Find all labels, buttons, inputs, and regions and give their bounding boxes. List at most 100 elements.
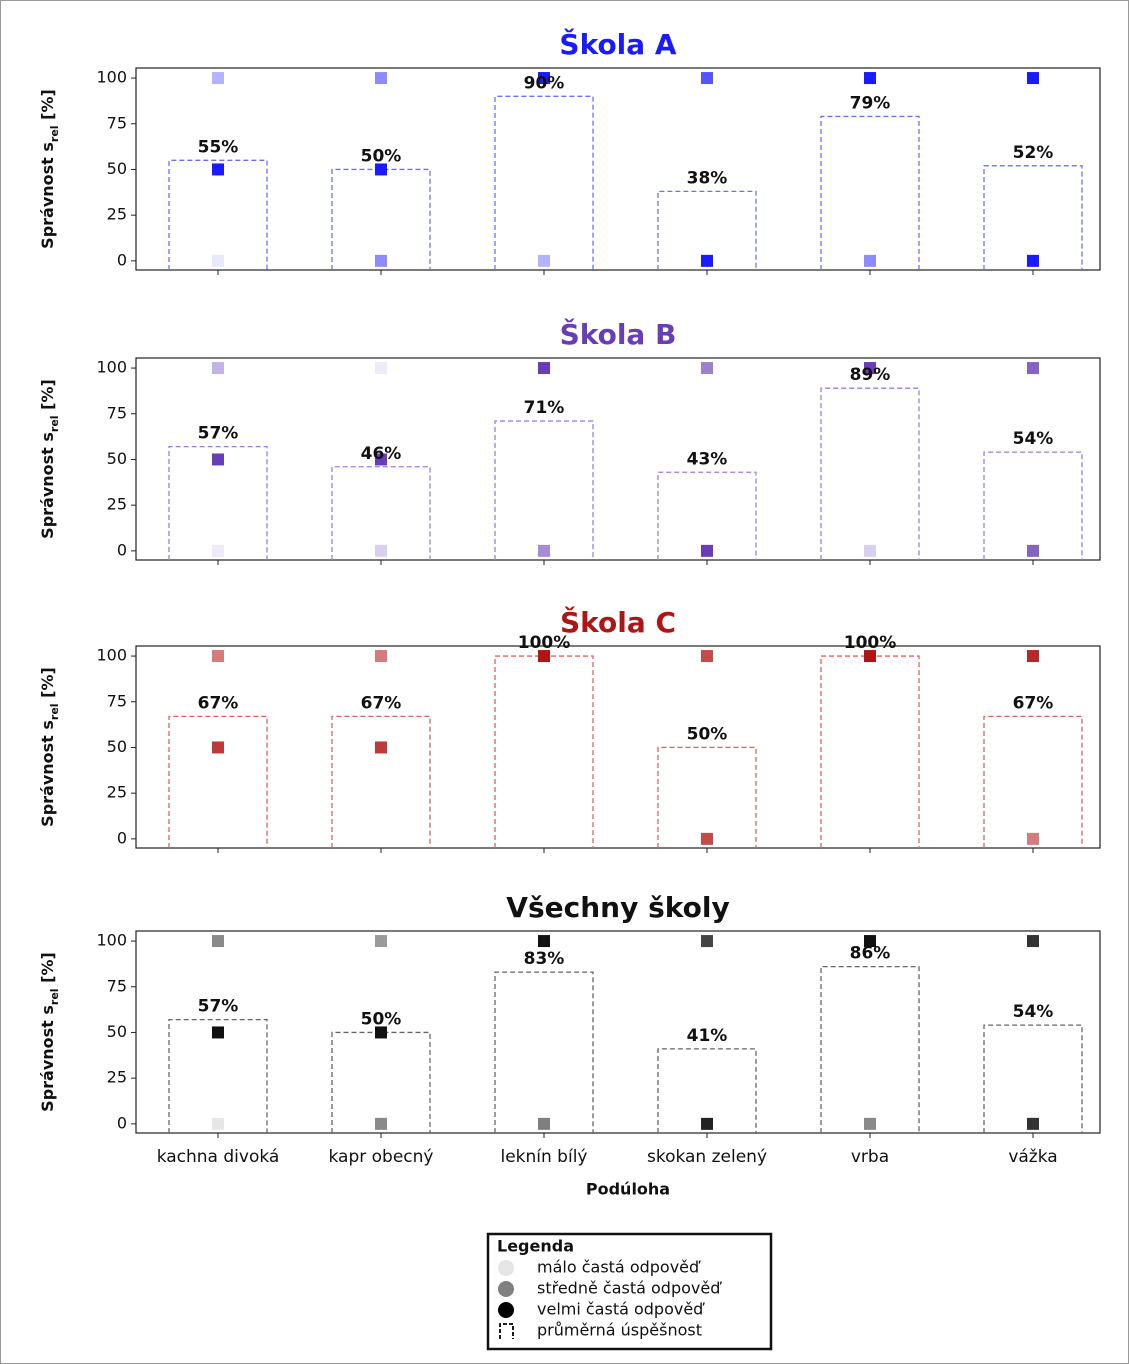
answer-point: [212, 362, 224, 375]
answer-point: [864, 72, 876, 85]
bar: [331, 168, 431, 270]
bar: [168, 715, 268, 848]
answer-point: [1027, 832, 1039, 845]
y-axis-label-part: [%]: [38, 667, 57, 703]
answer-point: [701, 254, 713, 267]
answer-point: [375, 72, 387, 85]
y-tick-label: 100: [96, 931, 127, 950]
answer-point: [375, 935, 387, 948]
y-tick-label: 25: [107, 495, 127, 514]
bar: [820, 115, 920, 270]
bar: [983, 1024, 1083, 1133]
value-label: 83%: [524, 949, 565, 969]
answer-point: [212, 72, 224, 85]
y-axis-label-part: rel: [48, 988, 61, 1005]
answer-point: [375, 453, 387, 466]
x-tick-label: kapr obecný: [329, 1147, 434, 1167]
y-axis-label-part: Správnost s: [38, 142, 57, 249]
answer-point: [212, 741, 224, 754]
bar: [657, 746, 757, 848]
answer-point: [375, 544, 387, 557]
bar: [331, 715, 431, 848]
answer-point: [864, 544, 876, 557]
answer-point: [864, 362, 876, 375]
answer-point: [375, 254, 387, 267]
bar: [983, 451, 1083, 560]
chart-title: Škola A: [559, 27, 677, 61]
answer-point: [701, 72, 713, 85]
y-tick-label: 50: [107, 449, 127, 468]
answer-point: [864, 935, 876, 948]
y-tick-label: 50: [107, 159, 127, 178]
answer-point: [375, 362, 387, 375]
y-tick-label: 0: [117, 1113, 127, 1132]
answer-point: [701, 832, 713, 845]
answer-point: [1027, 650, 1039, 663]
chart-title: Škola C: [560, 605, 676, 639]
x-tick-label: skokan zelený: [647, 1147, 767, 1167]
value-label: 54%: [1013, 429, 1054, 449]
answer-point: [538, 544, 550, 557]
value-label: 38%: [687, 168, 728, 188]
value-label: 54%: [1013, 1002, 1054, 1022]
answer-point: [1027, 362, 1039, 375]
answer-point: [212, 1117, 224, 1130]
answer-point: [375, 650, 387, 663]
answer-point: [212, 453, 224, 466]
legend-marker: [498, 1281, 514, 1297]
bar: [168, 446, 268, 560]
value-label: 50%: [687, 724, 728, 744]
y-tick-label: 25: [107, 1068, 127, 1087]
bar: [494, 420, 594, 560]
bar: [820, 387, 920, 560]
answer-point: [538, 362, 550, 375]
y-tick-label: 50: [107, 737, 127, 756]
y-axis-label-part: Správnost s: [38, 1005, 57, 1112]
answer-point: [212, 163, 224, 176]
value-label: 100%: [844, 633, 897, 653]
answer-point: [375, 163, 387, 176]
answer-point: [538, 72, 550, 85]
chart-title: Všechny školy: [506, 891, 729, 924]
value-label: 86%: [850, 944, 891, 964]
y-tick-label: 0: [117, 540, 127, 559]
value-label: 43%: [687, 449, 728, 469]
answer-point: [212, 544, 224, 557]
value-label: 50%: [361, 146, 402, 166]
x-tick-label: kachna divoká: [157, 1147, 280, 1167]
bar: [983, 165, 1083, 270]
bar: [657, 1048, 757, 1133]
value-label: 46%: [361, 444, 402, 464]
x-tick-label: vrba: [851, 1147, 889, 1167]
answer-point: [1027, 72, 1039, 85]
bar: [820, 965, 920, 1133]
answer-point: [1027, 254, 1039, 267]
y-axis-label-part: Správnost s: [38, 720, 57, 827]
bar: [983, 715, 1083, 848]
answer-point: [701, 650, 713, 663]
legend-marker: [498, 1260, 514, 1276]
legend-label: velmi častá odpověď: [537, 1300, 705, 1319]
answer-point: [701, 1117, 713, 1130]
answer-point: [212, 650, 224, 663]
y-tick-label: 75: [107, 113, 127, 132]
y-tick-label: 100: [96, 646, 127, 665]
y-axis-label-part: rel: [48, 703, 61, 720]
y-tick-label: 100: [96, 358, 127, 377]
value-label: 41%: [687, 1026, 728, 1046]
value-label: 90%: [524, 73, 565, 93]
legend-marker: [498, 1302, 514, 1318]
answer-point: [375, 1026, 387, 1039]
value-label: 57%: [198, 997, 239, 1017]
bar: [494, 971, 594, 1133]
value-label: 67%: [361, 693, 402, 713]
value-label: 67%: [198, 693, 239, 713]
y-axis-label-part: [%]: [38, 89, 57, 125]
answer-point: [212, 935, 224, 948]
answer-point: [1027, 544, 1039, 557]
y-tick-label: 50: [107, 1022, 127, 1041]
bar: [168, 1019, 268, 1133]
answer-point: [1027, 1117, 1039, 1130]
y-axis-label: Správnost srel [%]: [38, 667, 61, 827]
chart-title: Škola B: [560, 317, 677, 351]
